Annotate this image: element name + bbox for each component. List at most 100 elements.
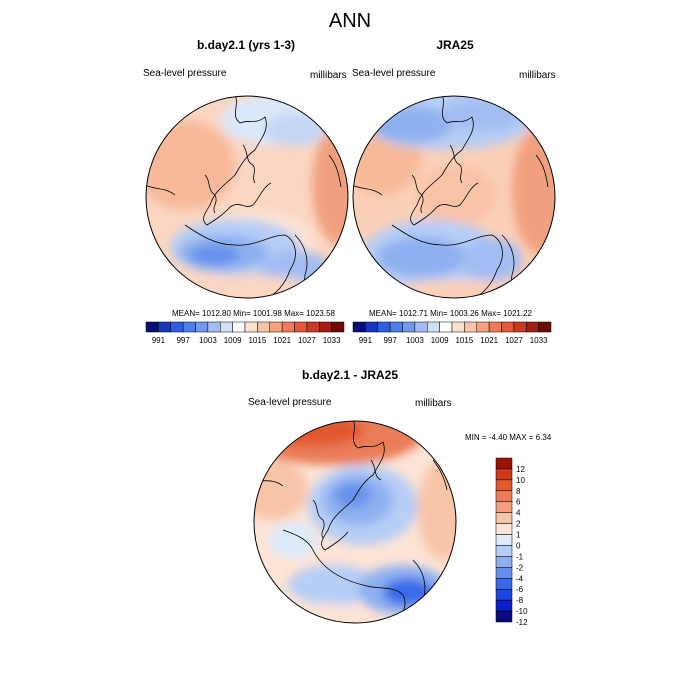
- panel1-colorbar-box: [195, 321, 209, 333]
- panel1-colorbar-box: [158, 321, 171, 333]
- panel3-field: [254, 421, 456, 623]
- panel1-colorbar-box: [207, 321, 221, 333]
- panel3-colorbar-tick-label: -2: [516, 563, 524, 572]
- panel1-colorbar-box: [170, 321, 184, 333]
- panel2-colorbar-box: [501, 321, 515, 333]
- panel3-colorbar-tick-label: 2: [516, 520, 521, 529]
- panel3-colorbar-tick-label: 1: [516, 531, 521, 540]
- panel2-colorbar-box: [377, 321, 391, 333]
- panel1-coastlines: [146, 96, 342, 298]
- panel1-colorbar-box: [244, 321, 258, 333]
- panel3-colorbar-tick-label: -4: [516, 574, 524, 583]
- panel1-colorbar-box: [331, 321, 345, 333]
- panel3-colorbar-tick-label: 8: [516, 487, 521, 496]
- panel3-colorbar-box: [495, 512, 513, 524]
- panel1-colorbar-box: [257, 321, 270, 333]
- panel2-stats: MEAN= 1012.71 Min= 1003.26 Max= 1021.22: [369, 309, 532, 318]
- panel1-colorbar-tick-label: 1033: [323, 336, 341, 345]
- panel2-colorbar-tick-label: 991: [359, 336, 373, 345]
- panel3-colorbar-box: [495, 490, 513, 502]
- panel1-variable-label: Sea-level pressure: [143, 68, 227, 79]
- panel3-colorbar-box: [495, 556, 513, 568]
- panel3-colorbar-box: [495, 578, 513, 590]
- panel3-colorbar-tick-label: -10: [516, 607, 528, 616]
- panel2-colorbar-box: [513, 321, 527, 333]
- panel3-colorbar-box: [495, 610, 513, 623]
- panel1-colorbar-box: [281, 321, 295, 333]
- panel2-colorbar-tick-label: 1027: [505, 336, 523, 345]
- panel1-colorbar-box: [319, 321, 332, 333]
- panel1-colorbar-box: [232, 321, 246, 333]
- panel3-colorbar-tick-label: -8: [516, 596, 524, 605]
- panel2-colorbar-box: [402, 321, 416, 333]
- panel2-colorbar-box: [451, 321, 465, 333]
- panel2-colorbar-box: [439, 321, 453, 333]
- panel3-colorbar-tick-label: 12: [516, 465, 525, 474]
- panel3-colorbar-box: [495, 457, 513, 470]
- panel3-map: [253, 420, 457, 624]
- panel3-stats: MIN = -4.40 MAX = 6.34: [465, 433, 552, 442]
- panel1-colorbar-box: [294, 321, 308, 333]
- panel2-colorbar-box: [538, 321, 552, 333]
- panel2-field: [353, 96, 555, 298]
- panel2-colorbar-box: [476, 321, 490, 333]
- panel2-colorbar-box: [352, 321, 366, 333]
- panel1-field: [146, 96, 348, 298]
- panel3-variable-label: Sea-level pressure: [248, 397, 332, 408]
- panel2-colorbar-tick-label: 1009: [431, 336, 449, 345]
- panel3-colorbar-tick-label: 4: [516, 509, 521, 518]
- panel1-colorbar-box: [220, 321, 233, 333]
- panel2-colorbar-box: [464, 321, 477, 333]
- figure-title: ANN: [328, 10, 372, 32]
- panel3-colorbar-tick-label: -1: [516, 552, 524, 561]
- panel2-colorbar-tick-label: 1015: [455, 336, 473, 345]
- panel2-colorbar-tick-label: 1021: [480, 336, 498, 345]
- panel2-colorbar-box: [427, 321, 440, 333]
- panel2-title: JRA25: [436, 38, 474, 52]
- panel3-colorbar: 12 10 8 6 4 2 10 -1 -2 -4 -6 -8 -10 -12: [495, 457, 528, 627]
- panel1-title: b.day2.1 (yrs 1-3): [196, 38, 296, 52]
- panel3-colorbar-box: [495, 468, 513, 481]
- panel3-title: b.day2.1 - JRA25: [301, 368, 399, 382]
- panel2-colorbar-box: [389, 321, 403, 333]
- panel3-units-label: millibars: [415, 398, 452, 409]
- panel2-colorbar-tick-label: 1033: [530, 336, 548, 345]
- panel2-colorbar: 991 997 1003 1009 1015 1021 1027 1033: [352, 321, 552, 345]
- panel1-colorbar-tick-label: 991: [152, 336, 166, 345]
- panel3-colorbar-tick-label: 0: [516, 541, 521, 550]
- panel1-colorbar-tick-label: 997: [176, 336, 190, 345]
- panel2-colorbar-box: [365, 321, 378, 333]
- panel1-colorbar-tick-label: 1027: [298, 336, 316, 345]
- panel3-colorbar-box: [495, 599, 513, 612]
- panel1-colorbar-box: [269, 321, 283, 333]
- panel3-colorbar-box: [495, 545, 513, 557]
- panel3-colorbar-box: [495, 567, 513, 579]
- panel1-map: [145, 95, 349, 299]
- panel3-colorbar-box: [495, 588, 513, 601]
- panel2-map: [352, 95, 556, 299]
- panel2-colorbar-box: [526, 321, 539, 333]
- panel1-colorbar-tick-label: 1003: [199, 336, 217, 345]
- panel3-colorbar-box: [495, 523, 513, 535]
- panel2-colorbar-tick-label: 1003: [406, 336, 424, 345]
- panel3-coastlines: [254, 421, 448, 623]
- panel3-colorbar-tick-label: 10: [516, 476, 525, 485]
- panel3-colorbar-box: [495, 534, 513, 546]
- panel1-colorbar-box: [145, 321, 159, 333]
- panel1-colorbar: 991 997 1003 1009 1015 1021 1027 1033: [145, 321, 345, 345]
- panel1-colorbar-tick-label: 1021: [273, 336, 291, 345]
- panel2-units-label: millibars: [519, 70, 556, 81]
- panel2-colorbar-tick-label: 997: [383, 336, 397, 345]
- panel1-colorbar-tick-label: 1015: [248, 336, 266, 345]
- panel1-colorbar-tick-label: 1009: [224, 336, 242, 345]
- panel2-variable-label: Sea-level pressure: [352, 68, 436, 79]
- panel2-colorbar-box: [414, 321, 428, 333]
- panel3-colorbar-box: [495, 479, 513, 492]
- panel1-colorbar-box: [306, 321, 320, 333]
- panel3-colorbar-box: [495, 501, 513, 513]
- panel2-colorbar-box: [488, 321, 502, 333]
- panel3-colorbar-tick-label: -6: [516, 585, 524, 594]
- panel1-stats: MEAN= 1012.80 Min= 1001.98 Max= 1023.58: [172, 309, 335, 318]
- panel1-colorbar-box: [182, 321, 196, 333]
- panel1-units-label: millibars: [310, 70, 347, 81]
